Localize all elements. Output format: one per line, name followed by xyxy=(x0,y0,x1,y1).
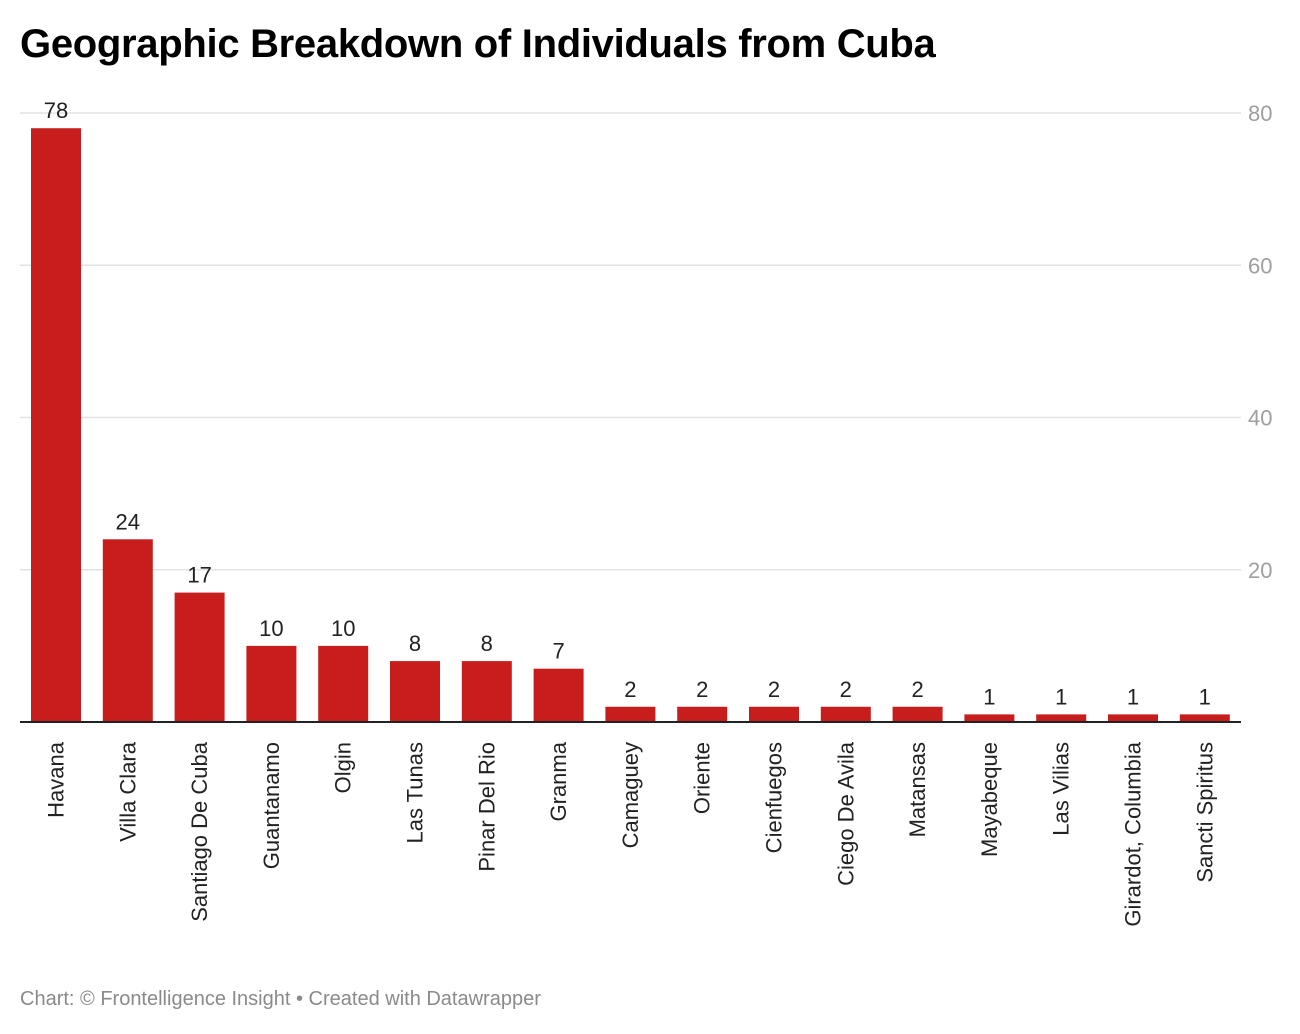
bar-value-label: 7 xyxy=(552,639,564,664)
bar-value-label: 8 xyxy=(409,631,421,656)
category-label: Granma xyxy=(546,741,571,821)
x-axis-category-labels: Havana Villa Clara Santiago De Cuba Guantan… xyxy=(44,741,1218,926)
bar xyxy=(31,128,81,723)
category-label: Pinar Del Rio xyxy=(474,742,499,872)
gridlines xyxy=(20,112,1241,571)
bar-value-label: 2 xyxy=(696,677,708,702)
bar-value-label: 24 xyxy=(116,509,140,534)
y-tick-label: 40 xyxy=(1248,406,1272,431)
bar-value-label: 2 xyxy=(911,677,923,702)
bar xyxy=(390,661,440,722)
bar-value-label: 10 xyxy=(259,616,283,641)
bar xyxy=(1179,714,1230,722)
bars xyxy=(31,128,1230,723)
bar xyxy=(605,706,656,722)
bar-value-label: 2 xyxy=(624,677,636,702)
y-tick-label: 60 xyxy=(1248,253,1272,278)
category-label: Camaguey xyxy=(618,742,643,848)
bar xyxy=(1036,714,1087,722)
bar xyxy=(102,539,153,722)
chart-title: Geographic Breakdown of Individuals from… xyxy=(20,22,936,66)
bar xyxy=(892,706,943,722)
bar-value-label: 1 xyxy=(1199,684,1211,709)
bar xyxy=(318,645,369,722)
y-tick-label: 80 xyxy=(1248,101,1272,126)
category-label: Las Vilias xyxy=(1049,742,1074,836)
bar xyxy=(246,645,297,722)
bar xyxy=(533,668,584,722)
bar xyxy=(964,714,1015,722)
category-label: Mayabeque xyxy=(977,742,1002,857)
category-label: Guantanamo xyxy=(259,742,284,869)
category-label: Villa Clara xyxy=(115,741,140,842)
bar-value-label: 78 xyxy=(44,98,68,123)
bar-value-label: 2 xyxy=(768,677,780,702)
y-axis-tick-labels: 20 40 60 80 xyxy=(1248,101,1272,583)
category-label: Havana xyxy=(44,741,69,818)
bar xyxy=(677,706,728,722)
bar-value-label: 2 xyxy=(840,677,852,702)
category-label: Las Tunas xyxy=(403,742,428,844)
category-label: Ciego De Avila xyxy=(833,741,858,886)
bar-value-label: 1 xyxy=(1055,684,1067,709)
bar-value-label: 8 xyxy=(481,631,493,656)
bar xyxy=(461,661,512,722)
chart-source-footer: Chart: © Frontelligence Insight • Create… xyxy=(20,988,541,1010)
value-labels: 78 24 17 10 10 8 8 7 2 2 2 2 2 1 1 1 1 xyxy=(44,98,1211,709)
category-label: Girardot, Columbia xyxy=(1121,741,1146,926)
category-label: Santiago De Cuba xyxy=(187,741,212,922)
category-label: Oriente xyxy=(690,742,715,814)
bar xyxy=(174,592,225,722)
bar-value-label: 10 xyxy=(331,616,355,641)
bar xyxy=(1108,714,1158,722)
bar-value-label: 1 xyxy=(1127,684,1139,709)
bar-value-label: 1 xyxy=(983,684,995,709)
y-tick-label: 20 xyxy=(1248,558,1272,583)
bar xyxy=(749,706,799,722)
category-label: Sancti Spiritus xyxy=(1192,742,1217,883)
category-label: Cienfuegos xyxy=(762,742,787,853)
bar-value-label: 17 xyxy=(187,563,211,588)
category-label: Matansas xyxy=(905,742,930,837)
category-label: Olgin xyxy=(331,742,356,793)
bar xyxy=(820,706,871,722)
